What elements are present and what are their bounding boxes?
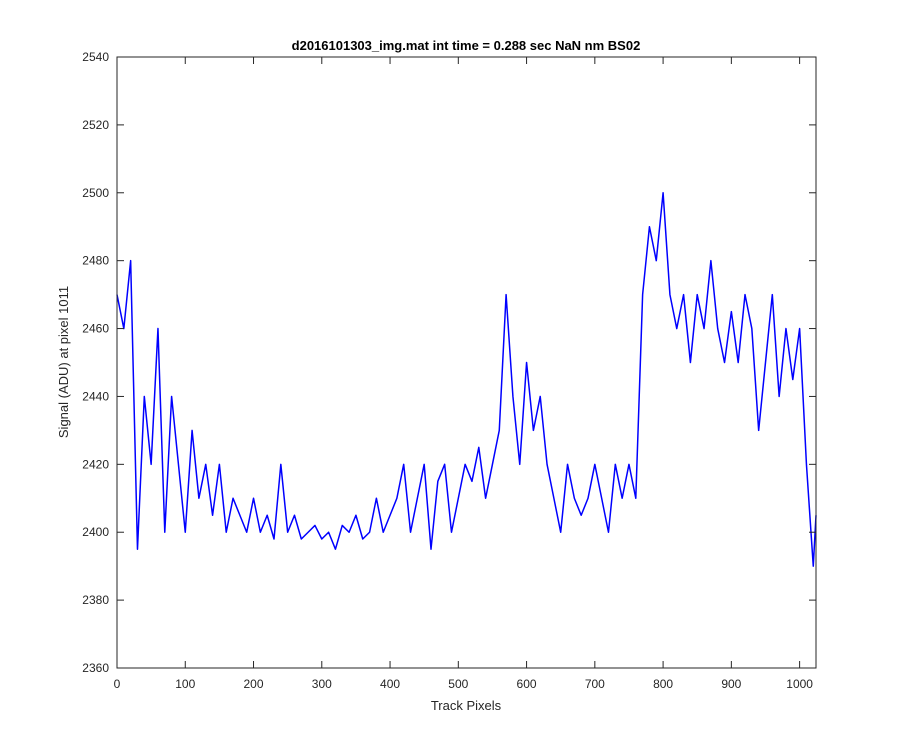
y-tick-label: 2380	[82, 593, 109, 607]
x-tick-label: 400	[380, 677, 400, 691]
y-tick-label: 2460	[82, 322, 109, 336]
x-tick-label: 500	[448, 677, 468, 691]
y-tick-label: 2480	[82, 254, 109, 268]
x-tick-label: 900	[721, 677, 741, 691]
x-tick-label: 300	[312, 677, 332, 691]
x-tick-label: 700	[585, 677, 605, 691]
x-tick-label: 800	[653, 677, 673, 691]
x-tick-label: 1000	[786, 677, 813, 691]
y-tick-label: 2540	[82, 50, 109, 64]
x-axis-label: Track Pixels	[431, 698, 502, 713]
series-layer	[116, 192, 817, 567]
y-axis-label: Signal (ADU) at pixel 1011	[56, 286, 71, 438]
y-axis: 2360 2380 2400 2420 2440 2460 2480 2500 2520 2540	[82, 50, 816, 675]
x-tick-label: 100	[175, 677, 195, 691]
x-tick-label: 200	[244, 677, 264, 691]
chart-title: d2016101303_img.mat int time = 0.288 sec…	[292, 38, 641, 53]
axes-box	[116, 56, 817, 669]
plot-area	[117, 57, 816, 668]
y-tick-label: 2360	[82, 661, 109, 675]
x-tick-label: 600	[517, 677, 537, 691]
y-tick-label: 2400	[82, 525, 109, 539]
series-line-0	[116, 192, 817, 567]
y-tick-label: 2420	[82, 457, 109, 471]
y-tick-label: 2500	[82, 186, 109, 200]
x-tick-label: 0	[114, 677, 121, 691]
y-tick-label: 2440	[82, 389, 109, 403]
x-axis: 0 100 200 300 400 500 600 700 800 900 1000	[114, 57, 813, 691]
y-tick-label: 2520	[82, 118, 109, 132]
